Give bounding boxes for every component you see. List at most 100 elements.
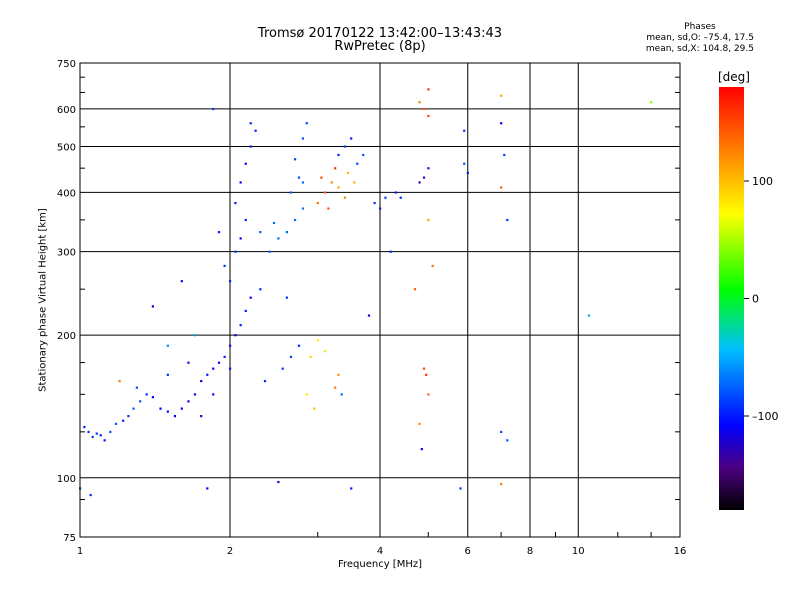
data-point: [285, 296, 288, 299]
data-point: [343, 145, 347, 148]
data-point: [350, 137, 353, 140]
data-point: [268, 250, 271, 253]
data-point: [297, 176, 301, 179]
colorbar: [719, 87, 744, 510]
data-point: [379, 207, 382, 210]
data-point: [346, 171, 350, 174]
data-point: [239, 181, 242, 184]
data-point: [239, 237, 242, 240]
data-point: [187, 361, 190, 364]
data-point: [337, 186, 340, 189]
data-point: [422, 107, 426, 111]
data-point: [127, 415, 130, 418]
data-point: [223, 355, 226, 358]
phases-o-stats: mean, sd,O: –75.4, 17.5: [646, 33, 754, 43]
data-point: [367, 314, 371, 317]
data-point: [135, 386, 138, 389]
x-tick-label: 16: [674, 546, 687, 557]
colorbar-tick-label: 100: [752, 175, 773, 188]
phases-legend: Phases mean, sd,O: –75.4, 17.5 mean, sd,…: [646, 22, 754, 55]
data-point: [389, 250, 392, 253]
axis-ticks: 1 2 4 6 8 10 16 75 100 200 300 400 500 600 750: [57, 59, 686, 557]
data-point: [212, 367, 215, 370]
data-point: [362, 153, 365, 157]
data-point: [399, 196, 402, 199]
data-point: [413, 288, 417, 291]
data-point: [95, 432, 98, 435]
data-point: [281, 367, 284, 370]
data-point: [320, 176, 323, 179]
y-tick-label: 500: [57, 142, 76, 153]
data-point: [212, 107, 215, 111]
data-point: [234, 334, 237, 337]
data-point: [217, 231, 221, 234]
data-point: [427, 167, 430, 170]
data-point: [466, 171, 469, 174]
data-point: [229, 280, 232, 283]
x-tick-label: 2: [227, 546, 233, 557]
data-point: [234, 201, 237, 205]
data-point: [506, 218, 509, 222]
data-point: [173, 415, 177, 418]
data-point: [277, 237, 280, 240]
data-point: [263, 380, 267, 383]
data-point: [422, 176, 426, 179]
data-point: [217, 361, 221, 364]
data-point: [343, 196, 347, 199]
data-point: [500, 122, 503, 125]
data-point: [229, 344, 232, 347]
data-point: [200, 415, 203, 418]
data-point: [254, 129, 257, 132]
data-point: [459, 487, 462, 490]
data-point: [500, 186, 503, 189]
plot-frame: [79, 62, 681, 538]
data-point: [244, 218, 247, 222]
y-axis-label: Stationary phase Virtual Height [km]: [37, 208, 49, 392]
data-point: [650, 101, 653, 104]
data-point: [249, 145, 252, 148]
data-point: [316, 201, 319, 205]
data-point: [431, 264, 434, 268]
data-point: [166, 344, 169, 347]
data-point: [301, 181, 305, 184]
data-point: [420, 448, 423, 451]
x-tick-label: 8: [527, 546, 533, 557]
data-point: [309, 355, 312, 358]
y-tick-label: 75: [63, 533, 76, 544]
y-tick-label: 400: [57, 188, 76, 199]
data-point: [180, 407, 183, 410]
data-point: [373, 201, 376, 205]
data-point: [327, 207, 330, 210]
phases-x-stats: mean, sd,X: 104.8, 29.5: [645, 44, 754, 54]
data-point: [89, 493, 92, 497]
y-tick-label: 100: [57, 474, 76, 485]
data-point: [425, 373, 428, 376]
data-point: [87, 430, 90, 434]
data-point: [139, 400, 142, 403]
data-point: [337, 373, 340, 376]
y-tick-label: 300: [57, 248, 76, 259]
data-point: [463, 162, 466, 165]
data-point: [132, 407, 135, 410]
data-point: [166, 410, 169, 413]
data-point: [323, 350, 327, 353]
data-point: [297, 344, 301, 347]
data-point: [463, 129, 466, 132]
data-point: [427, 393, 430, 396]
data-point: [259, 288, 262, 291]
data-point: [587, 314, 591, 317]
x-tick-label: 4: [377, 546, 383, 557]
data-point: [259, 231, 262, 234]
x-tick-label: 6: [465, 546, 471, 557]
data-point: [193, 334, 197, 337]
data-point: [229, 367, 232, 370]
data-point: [234, 250, 237, 253]
data-point: [200, 380, 203, 383]
data-point: [159, 407, 162, 410]
grid: [80, 63, 680, 537]
data-point: [356, 162, 359, 165]
data-point: [305, 122, 308, 125]
data-point: [503, 153, 506, 157]
data-point: [289, 191, 293, 194]
